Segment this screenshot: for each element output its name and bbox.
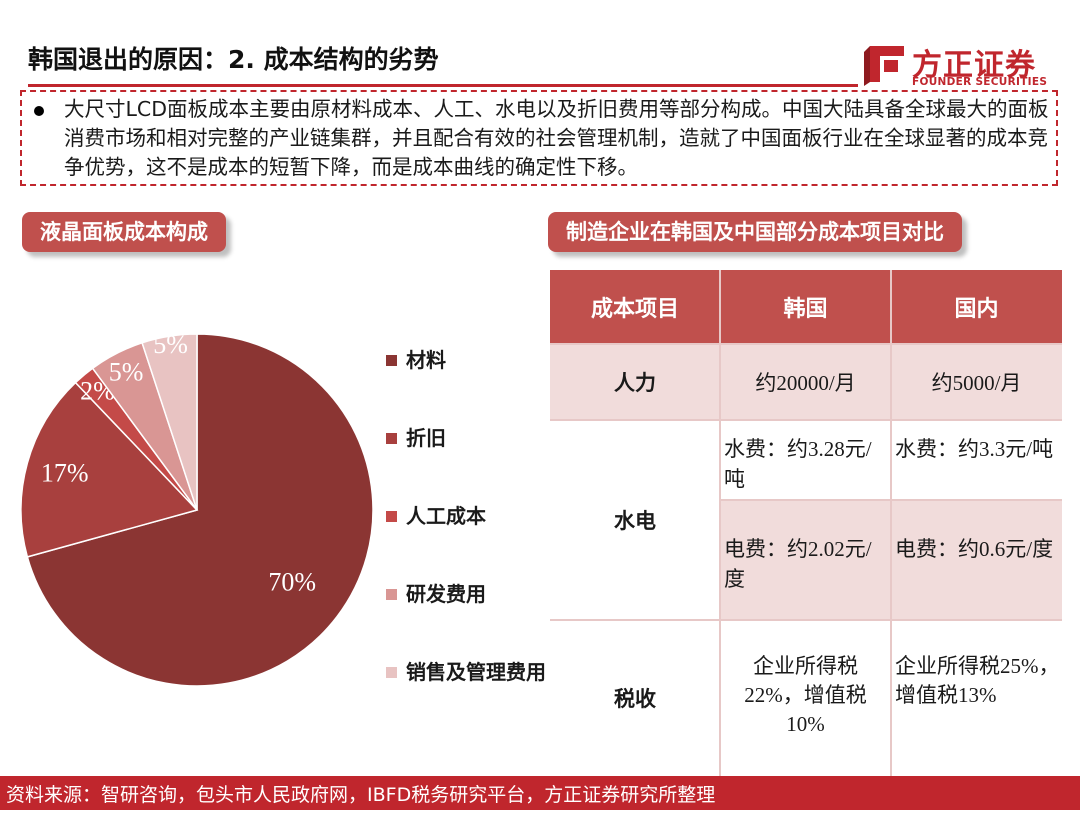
source-footer: 资料来源：智研咨询，包头市人民政府网，IBFD税务研究平台，方正证券研究所整理	[0, 776, 1080, 810]
pie-slice-1	[26, 333, 374, 687]
legend-label: 人工成本	[406, 504, 486, 528]
page-title: 韩国退出的原因：2. 成本结构的劣势	[28, 45, 439, 74]
pie-data-label: 17%	[41, 458, 89, 487]
water-china: 水费：约3.3元/吨	[891, 420, 1062, 500]
tax-china: 企业所得税25%，增值税13%	[891, 620, 1062, 776]
power-china: 电费：约0.6元/度	[891, 500, 1062, 620]
labor-korea: 约20000/月	[720, 344, 891, 420]
bullet-icon	[34, 106, 44, 116]
legend-label: 折旧	[406, 426, 446, 450]
power-korea: 电费：约2.02元/度	[720, 500, 891, 620]
row-label-labor: 人力	[550, 344, 720, 420]
logo-text-en: FOUNDER SECURITIES	[912, 76, 1048, 88]
table-header-item: 成本项目	[550, 270, 720, 344]
table-grid-line	[890, 270, 892, 776]
table-grid-line	[550, 343, 1062, 345]
pie-data-label: 70%	[268, 567, 316, 596]
summary-text: 大尺寸LCD面板成本主要由原材料成本、人工、水电以及折旧费用等部分构成。中国大陆…	[64, 97, 1049, 179]
pie-data-label: 5%	[109, 357, 144, 386]
logo-text-cn: 方正证券	[912, 48, 1036, 83]
legend-swatch	[386, 355, 397, 366]
legend-swatch	[386, 511, 397, 522]
summary-box: 大尺寸LCD面板成本主要由原材料成本、人工、水电以及折旧费用等部分构成。中国大陆…	[20, 90, 1058, 186]
header-divider	[28, 84, 858, 87]
table-grid-line	[550, 619, 1062, 621]
water-korea: 水费：约3.28元/吨	[720, 420, 891, 500]
legend-swatch	[386, 667, 397, 678]
brand-logo: 方正证券 FOUNDER SECURITIES	[862, 40, 1052, 90]
row-label-utility: 水电	[550, 420, 720, 620]
table-grid-line	[719, 270, 721, 776]
pie-section-title: 液晶面板成本构成	[22, 212, 226, 252]
legend-label: 材料	[406, 348, 446, 372]
table-header-korea: 韩国	[720, 270, 891, 344]
tax-korea: 企业所得税22%，增值税10%	[720, 620, 891, 776]
pie-data-label: 5%	[153, 330, 188, 359]
legend-label: 销售及管理费用	[406, 660, 546, 684]
table-grid-line	[550, 419, 1062, 421]
legend-swatch	[386, 589, 397, 600]
legend-swatch	[386, 433, 397, 444]
pie-slice-2	[20, 381, 199, 558]
legend-label: 研发费用	[406, 582, 486, 606]
brand-mark-icon	[864, 46, 904, 86]
table-section-title: 制造企业在韩国及中国部分成本项目对比	[548, 212, 962, 252]
table-header-china: 国内	[891, 270, 1062, 344]
table-grid-line	[720, 499, 1062, 501]
row-label-tax: 税收	[550, 620, 720, 776]
pie-slice-5	[141, 333, 198, 511]
cost-composition-pie-chart: 70%17%2%5%5%	[20, 330, 374, 687]
labor-china: 约5000/月	[891, 344, 1062, 420]
